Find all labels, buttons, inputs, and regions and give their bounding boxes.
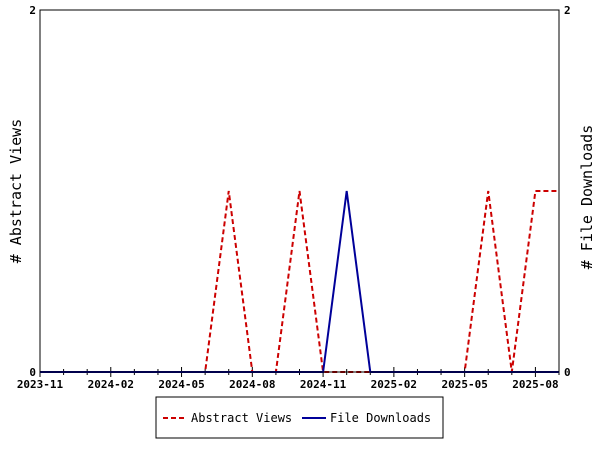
x-tick-label: 2025-05	[441, 378, 487, 391]
y-tick-label: 0	[29, 366, 36, 379]
x-tick-label: 2025-02	[371, 378, 417, 391]
x-tick-labels: 2023-11 2024-02 2024-05 2024-08 2024-11 2025-…	[17, 378, 559, 391]
plot-area-frame	[39, 9, 560, 373]
legend-label-file-downloads: File Downloads	[330, 411, 431, 425]
x-tick-label: 2024-08	[229, 378, 275, 391]
y-tick-label: 2	[29, 4, 36, 17]
y-tick-labels: 0 2 0 2	[29, 4, 570, 379]
y2-tick-label: 2	[564, 4, 571, 17]
x-tick-label: 2024-05	[158, 378, 204, 391]
legend-label-abstract-views: Abstract Views	[191, 411, 292, 425]
x-tick-label: 2025-08	[512, 378, 558, 391]
series-line-abstract-views	[40, 190, 559, 373]
legend: Abstract Views File Downloads	[155, 396, 444, 439]
y-axis-title: # Abstract Views	[7, 119, 25, 264]
legend-box	[155, 396, 444, 439]
x-tick-label: 2024-11	[300, 378, 347, 391]
x-tick-label: 2024-02	[88, 378, 134, 391]
y2-tick-label: 0	[564, 366, 571, 379]
series-layer	[40, 190, 559, 373]
series-line-file-downloads	[40, 190, 559, 373]
y2-axis-title: # File Downloads	[578, 125, 596, 270]
x-tick-label: 2023-11	[17, 378, 64, 391]
